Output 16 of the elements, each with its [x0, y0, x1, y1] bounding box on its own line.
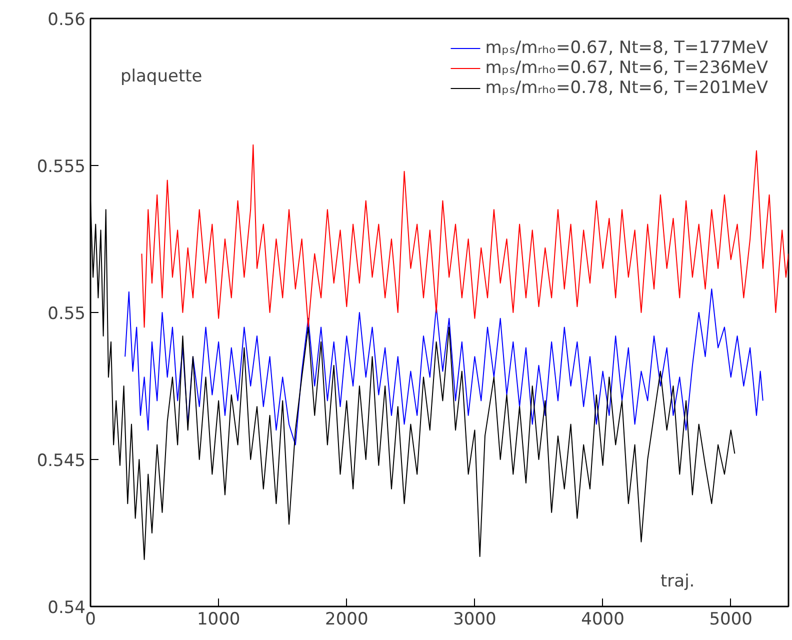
y-tick-label: 0.56 [48, 10, 86, 30]
x-tick-label: 0 [85, 610, 96, 630]
y-tick-label: 0.54 [48, 598, 86, 618]
legend-label: mₚₛ/mᵣₕₒ=0.67, Nt=8, T=177MeV [485, 38, 768, 58]
y-tick-label: 0.55 [48, 304, 86, 324]
y-tick-label: 0.545 [36, 451, 86, 471]
x-tick-label: 5000 [709, 610, 752, 630]
y-tick-label: 0.555 [36, 157, 86, 177]
legend-label: mₚₛ/mᵣₕₒ=0.67, Nt=6, T=236MeV [485, 58, 768, 78]
legend-label: mₚₛ/mᵣₕₒ=0.78, Nt=6, T=201MeV [485, 78, 768, 98]
x-tick-label: 1000 [196, 610, 240, 630]
x-axis-title: traj. [660, 572, 695, 592]
y-axis-title: plaquette [120, 66, 202, 86]
x-tick-label: 4000 [581, 610, 624, 630]
x-tick-label: 2000 [325, 610, 368, 630]
x-tick-label: 3000 [453, 610, 496, 630]
